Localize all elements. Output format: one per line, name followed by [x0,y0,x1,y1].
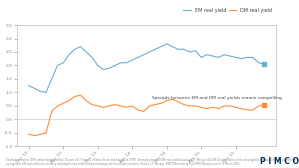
EM real yield [39,90,42,92]
EM real yield [257,62,260,64]
EM real yield [165,43,168,45]
DM real yield [165,100,168,102]
EM real yield [50,78,54,80]
EM real yield [251,56,255,58]
EM real yield [107,67,111,69]
DM real yield [171,98,174,100]
DM real yield [234,106,237,108]
EM real yield [56,65,59,67]
EM real yield [79,46,82,48]
EM real yield [130,59,134,61]
DM real yield [27,133,30,135]
EM real yield [44,91,48,93]
DM real yield [56,105,59,107]
DM real yield [96,105,100,107]
EM real yield [142,54,146,56]
Line: DM real yield: DM real yield [29,95,264,136]
EM real yield [153,48,157,50]
DM real yield [245,109,249,111]
DM real yield [239,108,243,110]
DM real yield [199,106,203,108]
EM real yield [222,54,226,56]
DM real yield [50,110,54,112]
EM real yield [33,87,36,89]
EM real yield [234,56,237,58]
Line: EM real yield: EM real yield [29,44,264,92]
DM real yield [251,109,255,111]
EM real yield [205,54,209,56]
EM real yield [119,62,123,64]
DM real yield [33,135,36,137]
DM real yield [194,105,197,107]
DM real yield [84,100,88,102]
EM real yield [239,58,243,60]
DM real yield [142,110,146,112]
EM real yield [171,46,174,48]
EM real yield [61,62,65,64]
DM real yield [136,109,140,111]
EM real yield [102,69,105,71]
EM real yield [194,50,197,52]
DM real yield [130,105,134,107]
DM real yield [39,133,42,135]
EM real yield [113,65,117,67]
EM real yield [73,48,77,50]
EM real yield [159,46,163,48]
DM real yield [61,102,65,104]
DM real yield [182,104,186,106]
DM real yield [119,105,123,107]
Text: Developed market (DM) yields represented by 10-year U.S. Treasury Inflation-Prot: Developed market (DM) yields represented… [6,158,298,166]
DM real yield [211,106,214,108]
EM real yield [199,56,203,58]
EM real yield [125,62,128,64]
DM real yield [125,106,128,108]
DM real yield [205,108,209,110]
DM real yield [102,106,105,108]
DM real yield [153,104,157,106]
DM real yield [159,102,163,104]
EM real yield [217,56,220,58]
DM real yield [107,105,111,107]
Text: P I M C O: P I M C O [260,157,299,166]
DM real yield [90,104,94,106]
EM real yield [228,55,232,57]
DM real yield [263,104,266,106]
DM real yield [188,105,191,107]
Legend: EM real yield, DM real yield: EM real yield, DM real yield [181,6,274,14]
DM real yield [217,108,220,110]
DM real yield [79,94,82,96]
EM real yield [148,51,151,53]
EM real yield [263,63,266,65]
DM real yield [113,104,117,106]
EM real yield [27,85,30,87]
EM real yield [188,51,191,53]
DM real yield [148,105,151,107]
DM real yield [73,95,77,97]
DM real yield [257,105,260,107]
EM real yield [182,48,186,50]
DM real yield [228,105,232,107]
Text: Spreads between EM and DM real yields remain compelling: Spreads between EM and DM real yields re… [152,96,282,100]
EM real yield [176,48,180,50]
EM real yield [84,51,88,53]
EM real yield [96,65,100,67]
EM real yield [67,54,71,56]
DM real yield [67,100,71,102]
DM real yield [222,105,226,107]
DM real yield [176,101,180,103]
EM real yield [136,56,140,58]
EM real yield [90,56,94,58]
EM real yield [245,56,249,58]
EM real yield [211,55,214,57]
DM real yield [44,132,48,134]
